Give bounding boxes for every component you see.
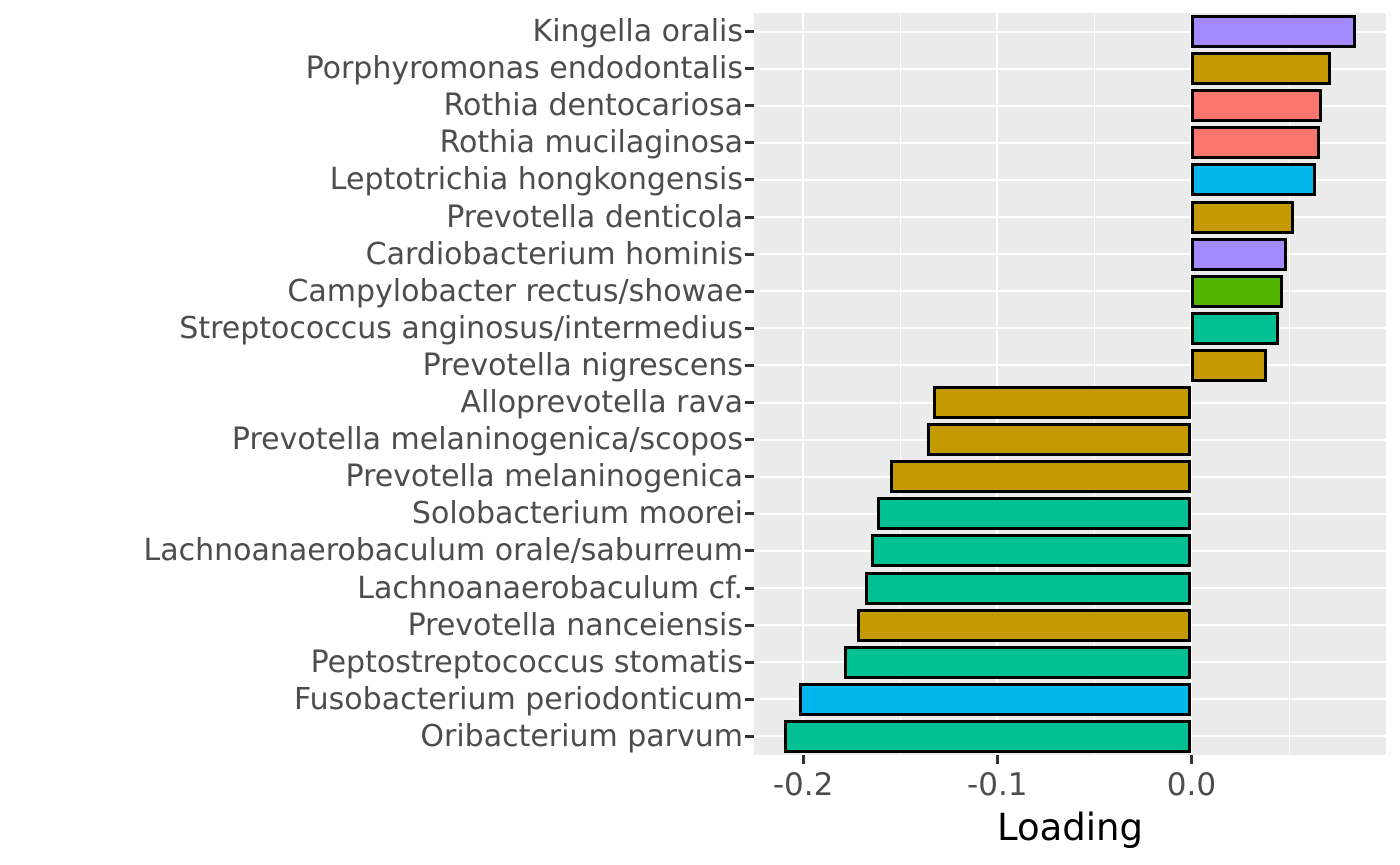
x-axis-tick — [995, 755, 999, 764]
h-gridline — [754, 178, 1386, 181]
bar-prevotella-nigrescens — [1191, 348, 1268, 382]
bar-fusobacterium-periodonticum — [799, 682, 1192, 716]
v-gridline-minor — [1288, 13, 1290, 755]
h-gridline — [754, 104, 1386, 107]
v-gridline-major — [1190, 13, 1193, 755]
bar-rothia-mucilaginosa — [1191, 126, 1320, 160]
v-gridline-major — [802, 13, 805, 755]
y-axis-label: Streptococcus anginosus/intermedius — [179, 310, 743, 346]
y-axis-tick — [745, 215, 754, 219]
h-gridline — [754, 327, 1386, 330]
bar-cardiobacterium-hominis — [1191, 237, 1287, 271]
bar-lachnoanaerobaculum-orale-saburreum — [871, 534, 1192, 568]
h-gridline — [754, 30, 1386, 33]
y-axis-label: Prevotella melaninogenica — [345, 459, 743, 495]
y-axis-tick — [745, 623, 754, 627]
y-axis-label: Rothia dentocariosa — [443, 88, 743, 124]
h-gridline — [754, 290, 1386, 293]
v-gridline-major — [996, 13, 999, 755]
bar-leptotrichia-hongkongensis — [1191, 163, 1316, 197]
bar-rothia-dentocariosa — [1191, 89, 1322, 123]
y-axis-label: Oribacterium parvum — [420, 718, 743, 754]
y-axis-tick — [745, 586, 754, 590]
h-gridline — [754, 364, 1386, 367]
bar-porphyromonas-endodontalis — [1191, 52, 1332, 86]
y-axis-label: Rothia mucilaginosa — [439, 125, 743, 161]
y-axis-tick — [745, 326, 754, 330]
y-axis-label: Campylobacter rectus/showae — [287, 273, 743, 309]
y-axis-tick — [745, 438, 754, 442]
y-axis-tick — [745, 141, 754, 145]
y-axis-tick — [745, 289, 754, 293]
y-axis-tick — [745, 401, 754, 405]
x-tick-label: 0.0 — [1166, 767, 1217, 803]
y-axis-tick — [745, 67, 754, 71]
y-axis-label: Peptostreptococcus stomatis — [310, 644, 743, 680]
y-axis-label: Leptotrichia hongkongensis — [329, 162, 743, 198]
y-axis-label: Alloprevotella rava — [460, 385, 744, 421]
y-axis-tick — [745, 363, 754, 367]
bar-prevotella-denticola — [1191, 200, 1295, 234]
y-axis-label: Solobacterium moorei — [411, 496, 743, 532]
bar-peptostreptococcus-stomatis — [843, 645, 1192, 679]
v-gridline-minor — [900, 13, 902, 755]
y-axis-label: Lachnoanaerobaculum orale/saburreum — [143, 533, 743, 569]
bar-streptococcus-anginosus-intermedius — [1191, 311, 1279, 345]
y-axis-label: Prevotella nanceiensis — [407, 607, 743, 643]
plot-panel — [754, 13, 1386, 755]
y-axis-label: Cardiobacterium hominis — [365, 236, 743, 272]
x-tick-label: -0.1 — [967, 767, 1028, 803]
x-tick-label: -0.2 — [772, 767, 834, 803]
y-axis-tick — [745, 549, 754, 553]
x-axis-tick — [801, 755, 805, 764]
y-axis-label: Prevotella denticola — [446, 199, 743, 235]
y-axis-label: Porphyromonas endodontalis — [305, 51, 743, 87]
y-axis-label: Lachnoanaerobaculum cf. — [357, 570, 743, 606]
bar-alloprevotella-rava — [933, 386, 1192, 420]
bar-prevotella-nanceiensis — [857, 608, 1192, 642]
bar-prevotella-melaninogenica-scopos — [927, 423, 1192, 457]
h-gridline — [754, 141, 1386, 144]
h-gridline — [754, 67, 1386, 70]
y-axis-tick — [745, 178, 754, 182]
y-axis-tick — [745, 734, 754, 738]
y-axis-label: Fusobacterium periodonticum — [294, 681, 743, 717]
y-axis-label: Prevotella nigrescens — [422, 347, 743, 383]
bar-solobacterium-moorei — [876, 497, 1192, 531]
y-axis-label: Prevotella melaninogenica/scopos — [231, 422, 743, 458]
h-gridline — [754, 253, 1386, 256]
bar-kingella-oralis — [1191, 15, 1357, 49]
y-axis-tick — [745, 104, 754, 108]
x-axis-title: Loading — [997, 806, 1143, 849]
h-gridline — [754, 216, 1386, 219]
y-axis-tick — [745, 660, 754, 664]
v-gridline-minor — [1094, 13, 1096, 755]
y-axis-tick — [745, 252, 754, 256]
y-axis-tick — [745, 512, 754, 516]
x-axis-tick — [1189, 755, 1193, 764]
y-axis-label: Kingella oralis — [532, 14, 743, 50]
bar-oribacterium-parvum — [783, 719, 1192, 753]
y-axis-tick — [745, 697, 754, 701]
y-axis-tick — [745, 30, 754, 34]
bar-campylobacter-rectus-showae — [1191, 274, 1283, 308]
y-axis-tick — [745, 475, 754, 479]
bar-prevotella-melaninogenica — [890, 460, 1192, 494]
bar-lachnoanaerobaculum-cf- — [865, 571, 1192, 605]
